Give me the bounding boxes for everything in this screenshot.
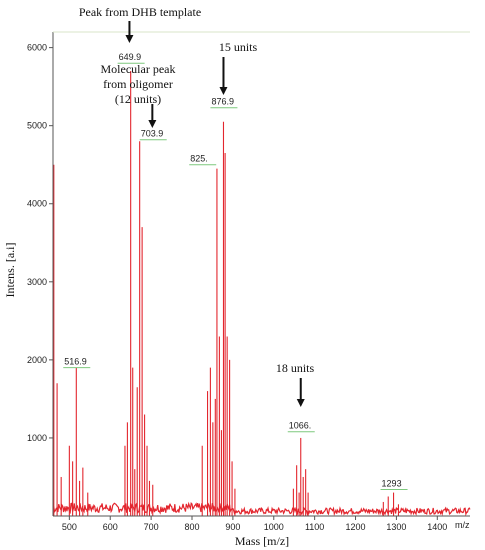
annotation-text: Molecular peak	[101, 62, 176, 76]
peak-label: 1066.	[289, 421, 312, 431]
annotation-text: 18 units	[276, 361, 315, 375]
peak-label: 516.9	[64, 357, 87, 367]
annotation-arrow-head	[296, 399, 305, 407]
x-tick-label: 1400	[427, 522, 447, 532]
x-ticks: 500 600 700 800 900 1000 1100 1200 1300 1400	[62, 516, 447, 532]
annotation-text: 15 units	[219, 40, 258, 54]
x-tick-label: 800	[184, 522, 199, 532]
y-tick-label: 5000	[27, 121, 47, 131]
x-axis-label: Mass [m/z]	[235, 534, 289, 548]
x-tick-label: 1000	[264, 522, 284, 532]
x-tick-label: 500	[62, 522, 77, 532]
baseline-trace	[52, 501, 471, 517]
x-unit-label: m/z	[455, 520, 470, 530]
x-tick-label: 700	[144, 522, 159, 532]
peak-label: 703.9	[141, 129, 164, 139]
annotations: Peak from DHB template Molecular peakfrom…	[79, 5, 315, 407]
annotation-arrow-head	[219, 87, 228, 95]
peak-labels: 516.9 649.9 703.9 825. 876.9 1066. 1293	[63, 52, 408, 490]
x-tick-label: 600	[103, 522, 118, 532]
plot-area	[52, 71, 471, 517]
y-tick-label: 2000	[27, 355, 47, 365]
y-tick-label: 6000	[27, 43, 47, 53]
y-tick-label: 1000	[27, 433, 47, 443]
y-tick-label: 3000	[27, 277, 47, 287]
annotation-text: from oligomer	[103, 77, 173, 91]
peak-label: 876.9	[211, 97, 234, 107]
x-tick-label: 1300	[386, 522, 406, 532]
peak-label: 1293	[382, 478, 402, 488]
annotation-arrow-head	[125, 35, 134, 43]
y-ticks: 1000 2000 3000 4000 5000 6000	[27, 43, 53, 443]
y-tick-label: 4000	[27, 199, 47, 209]
x-tick-label: 900	[225, 522, 240, 532]
x-tick-label: 1200	[346, 522, 366, 532]
peak-label: 825.	[190, 154, 208, 164]
axes	[52, 31, 470, 517]
annotation-text: (12 units)	[115, 92, 161, 106]
annotation-text: Peak from DHB template	[79, 5, 201, 19]
x-tick-label: 1100	[305, 522, 324, 532]
annotation-arrow-head	[148, 120, 157, 128]
y-axis-label: Intens. [a.i]	[3, 243, 17, 298]
peak-label: 649.9	[119, 52, 142, 62]
